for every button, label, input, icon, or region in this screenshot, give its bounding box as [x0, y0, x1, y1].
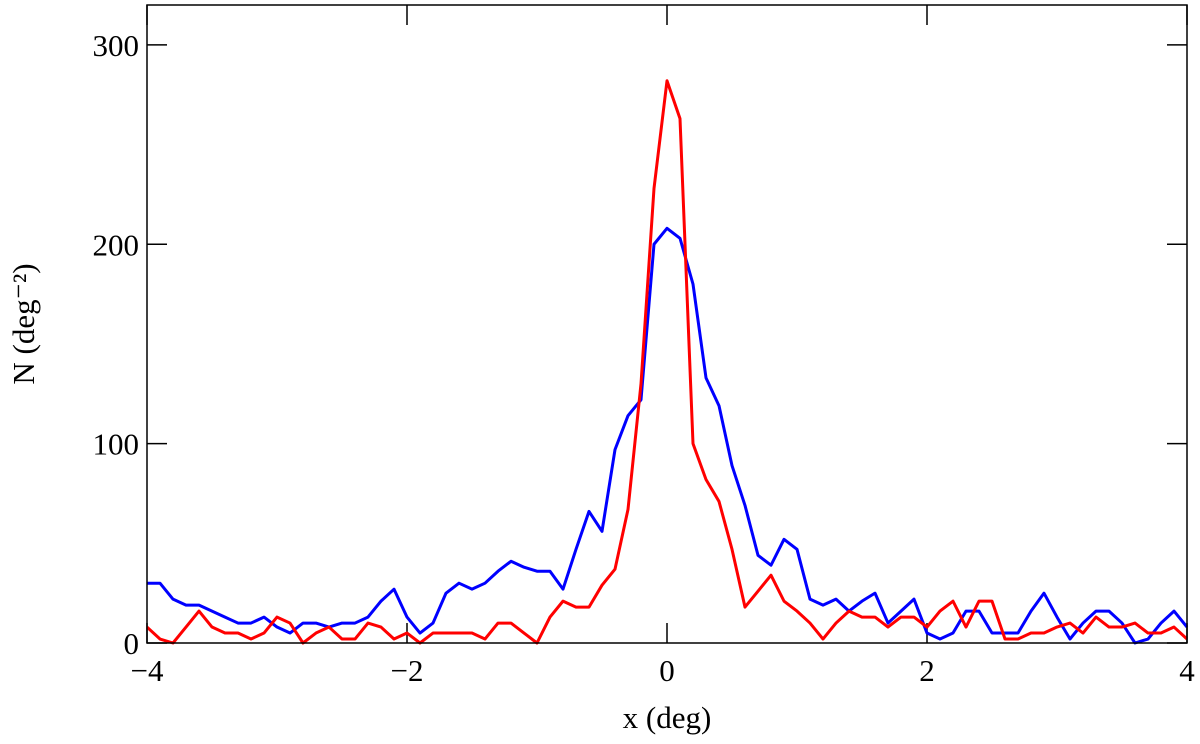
y-tick-label: 0 — [124, 626, 140, 661]
plot-frame — [146, 4, 1188, 644]
x-tick-label: −4 — [131, 653, 164, 688]
x-tick-label: 2 — [919, 653, 935, 688]
data-line — [147, 226, 1189, 645]
x-tick-label: 4 — [1179, 653, 1195, 688]
y-axis-label: N (deg⁻²) — [6, 263, 41, 384]
data-line — [145, 79, 1189, 645]
y-tick-label: 200 — [93, 227, 140, 262]
x-tick-label: 0 — [659, 653, 675, 688]
x-axis-label: x (deg) — [623, 700, 712, 735]
y-tick-label: 100 — [93, 427, 140, 462]
x-tick-label: −2 — [391, 653, 424, 688]
y-tick-label: 300 — [93, 28, 140, 63]
